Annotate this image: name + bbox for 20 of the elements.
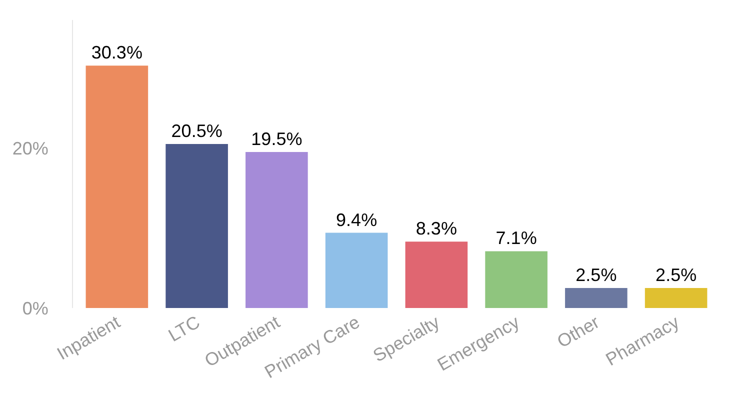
bar xyxy=(166,144,228,308)
y-tick-label: 0% xyxy=(22,298,48,318)
bar xyxy=(405,242,468,308)
bar xyxy=(565,288,628,308)
bar xyxy=(325,232,388,308)
bar xyxy=(644,288,708,308)
data-label: 2.5% xyxy=(576,265,617,285)
x-tick-label: LTC xyxy=(165,312,204,346)
data-label: 19.5% xyxy=(251,129,302,149)
data-label: 30.3% xyxy=(91,42,142,63)
bar xyxy=(86,66,148,308)
bar xyxy=(246,152,308,308)
bar xyxy=(485,251,548,308)
data-label: 8.3% xyxy=(416,218,457,239)
x-tick-label: Other xyxy=(554,312,603,352)
y-tick-label: 20% xyxy=(12,138,48,158)
data-label: 9.4% xyxy=(336,210,378,230)
data-label: 20.5% xyxy=(171,121,222,141)
data-label: 2.5% xyxy=(656,265,697,285)
data-label: 7.1% xyxy=(496,228,537,248)
